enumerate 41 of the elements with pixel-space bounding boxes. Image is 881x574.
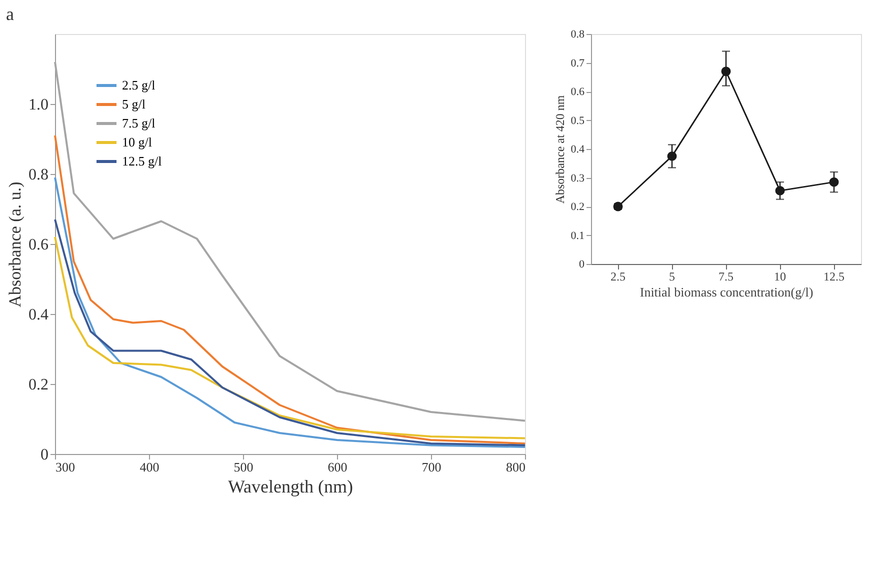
y-tick-label: 0.2 bbox=[570, 201, 584, 213]
y-tick-label: 0.1 bbox=[570, 230, 584, 242]
x-tick-label: 700 bbox=[422, 460, 442, 474]
legend-label: 7.5 g/l bbox=[122, 116, 156, 130]
point bbox=[829, 177, 839, 187]
x-axis-title: Wavelength (nm) bbox=[228, 476, 354, 496]
y-tick-label: 0.4 bbox=[28, 306, 48, 324]
point bbox=[775, 186, 785, 196]
y-tick-label: 1.0 bbox=[28, 96, 48, 114]
x-tick-label: 400 bbox=[140, 460, 160, 474]
y-tick-label: 0.5 bbox=[570, 114, 585, 127]
point bbox=[667, 151, 677, 161]
legend-label: 12.5 g/l bbox=[122, 154, 162, 168]
legend-label: 10 g/l bbox=[122, 134, 152, 150]
x-tick-label: 800 bbox=[506, 460, 526, 474]
y-tick-label: 0.4 bbox=[570, 144, 585, 156]
x-tick-label: 2.5 bbox=[610, 270, 626, 284]
y-tick-label: 0.6 bbox=[570, 86, 585, 98]
y-tick-label: 0.2 bbox=[28, 376, 48, 394]
y-tick-label: 0 bbox=[40, 446, 48, 464]
y-tick-label: 0 bbox=[579, 258, 585, 270]
y-tick-label: 0.8 bbox=[28, 166, 48, 184]
x-tick-label: 12.5 bbox=[824, 270, 844, 284]
x-axis-title: Initial biomass concentration(g/l) bbox=[640, 284, 814, 300]
y-tick-label: 0.7 bbox=[570, 57, 585, 70]
y-tick-label: 0.6 bbox=[28, 236, 48, 254]
x-tick-label: 5 bbox=[669, 270, 675, 284]
x-tick-label: 600 bbox=[328, 460, 348, 474]
x-tick-label: 7.5 bbox=[718, 270, 734, 284]
point bbox=[613, 202, 623, 212]
x-tick-label: 300 bbox=[56, 460, 75, 474]
y-tick-label: 0.3 bbox=[570, 172, 585, 184]
legend-label: 5 g/l bbox=[122, 96, 146, 112]
legend-label: 2.5 g/l bbox=[122, 78, 156, 92]
y-axis-title: Absorbance at 420 nm bbox=[552, 94, 567, 204]
point bbox=[721, 66, 731, 76]
y-axis-title: Absorbance (a. u.) bbox=[6, 182, 24, 308]
y-tick-label: 0.8 bbox=[570, 28, 585, 40]
x-tick-label: 10 bbox=[774, 270, 786, 284]
x-tick-label: 500 bbox=[234, 460, 254, 474]
chart-title: a bbox=[6, 4, 14, 24]
